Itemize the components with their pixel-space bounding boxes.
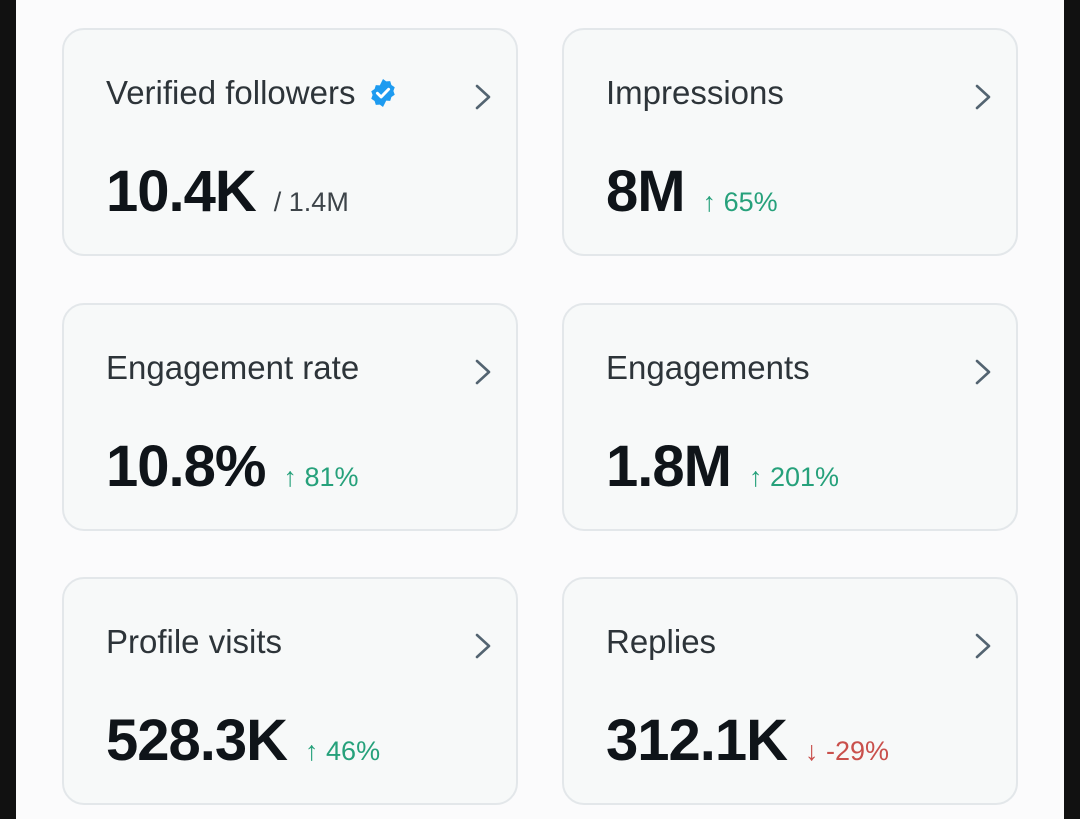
card-title: Impressions: [606, 74, 784, 111]
metric-change: ↑ 65%: [702, 187, 778, 217]
verified-badge-icon: [371, 79, 396, 107]
metric-value: 8M: [606, 159, 686, 224]
verified-followers-card[interactable]: Verified followers 10.4K / 1.4M: [62, 28, 518, 256]
metric-value: 1.8M: [606, 434, 732, 499]
metric-value: 528.3K: [106, 708, 288, 773]
chevron-right-icon[interactable]: [972, 82, 994, 112]
card-title: Verified followers: [106, 74, 356, 111]
card-title: Engagements: [606, 349, 810, 386]
chevron-right-icon[interactable]: [472, 357, 494, 387]
chevron-right-icon[interactable]: [972, 631, 994, 661]
metric-total: / 1.4M: [273, 187, 349, 217]
metric-change: ↓ -29%: [805, 736, 890, 766]
impressions-card[interactable]: Impressions 8M ↑ 65%: [562, 28, 1018, 256]
chevron-right-icon[interactable]: [472, 82, 494, 112]
chevron-right-icon[interactable]: [972, 357, 994, 387]
chevron-right-icon[interactable]: [472, 631, 494, 661]
analytics-panel: Verified followers 10.4K / 1.4M Impressi…: [16, 0, 1064, 819]
card-title: Profile visits: [106, 623, 283, 660]
replies-card[interactable]: Replies 312.1K ↓ -29%: [562, 577, 1018, 805]
metric-change: ↑ 81%: [283, 462, 359, 492]
metric-change: ↑ 201%: [748, 462, 840, 492]
engagement-rate-card[interactable]: Engagement rate 10.8% ↑ 81%: [62, 303, 518, 531]
metric-value: 10.8%: [106, 434, 266, 499]
metric-value: 10.4K: [106, 159, 257, 224]
metric-value: 312.1K: [606, 708, 788, 773]
profile-visits-card[interactable]: Profile visits 528.3K ↑ 46%: [62, 577, 518, 805]
metric-change: ↑ 46%: [305, 736, 381, 766]
card-title: Engagement rate: [106, 349, 360, 386]
card-title: Replies: [606, 623, 717, 660]
engagements-card[interactable]: Engagements 1.8M ↑ 201%: [562, 303, 1018, 531]
